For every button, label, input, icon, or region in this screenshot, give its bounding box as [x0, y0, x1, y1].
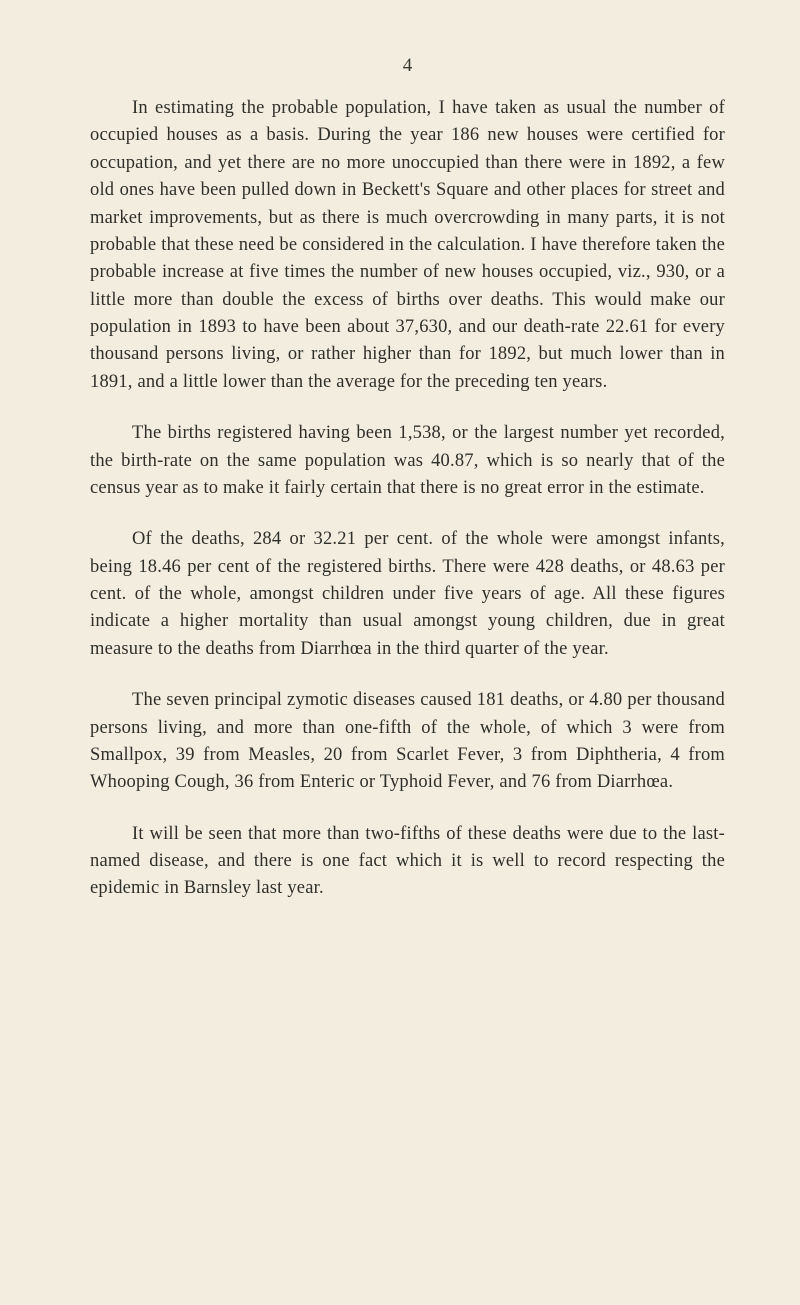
paragraph-3: Of the deaths, 284 or 32.21 per cent. of… — [90, 526, 725, 663]
paragraph-1: In estimating the probable population, I… — [90, 95, 725, 396]
paragraph-2: The births registered having been 1,538,… — [90, 420, 725, 502]
paragraph-4: The seven principal zymotic diseases cau… — [90, 687, 725, 797]
page-number: 4 — [90, 55, 725, 77]
paragraph-5: It will be seen that more than two-fifth… — [90, 821, 725, 903]
